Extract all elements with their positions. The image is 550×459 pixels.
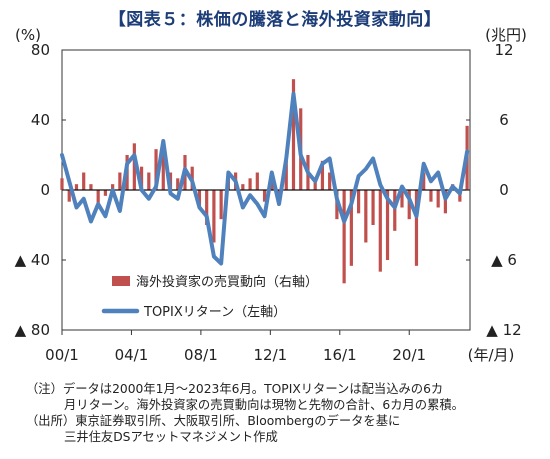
x-tick-label: 08/1 (184, 346, 218, 364)
chart-title: 【図表５：株価の騰落と海外投資家動向】 (108, 10, 442, 30)
topix-return-line (60, 91, 470, 266)
flow-bar (422, 172, 426, 190)
flow-bar (154, 149, 158, 190)
legend-line-label: TOPIXリターン（左軸） (143, 305, 286, 320)
x-axis-unit: (年/月) (468, 346, 515, 364)
flow-bar (60, 178, 64, 190)
flow-bar (414, 190, 419, 266)
bar-series (60, 79, 469, 284)
flow-bar (364, 190, 368, 243)
source-line-1: （出所）東京証券取引所、大阪取引所、Bloombergのデータを基に (26, 414, 401, 428)
flow-bar (284, 160, 288, 190)
flow-bar (436, 190, 440, 208)
flow-bar (443, 190, 447, 214)
left-tick-label: ▲ 80 (15, 321, 50, 339)
flow-bar (219, 190, 223, 220)
flow-bar (147, 172, 151, 190)
flow-bar (96, 190, 100, 208)
right-tick-label: ▲ 6 (491, 251, 517, 269)
flow-bar (429, 190, 433, 202)
flow-bar (357, 190, 361, 214)
chart-area: 80 40 0 ▲ 40 ▲ 80 12 6 0 ▲ 6 ▲ 12 00/1 04/1 08/1 12/1… (15, 26, 527, 364)
x-tick-label: 16/1 (323, 346, 357, 364)
left-axis-unit: (%) (15, 26, 41, 44)
flow-bar (241, 184, 245, 190)
right-tick-label: 0 (499, 181, 509, 199)
flow-bar (313, 178, 317, 190)
right-tick-label: ▲ 12 (486, 321, 521, 339)
source-line-2: 三井住友DSアセットマネジメント作成 (64, 430, 278, 444)
flow-bar (378, 190, 382, 272)
flow-bar (393, 190, 397, 231)
right-tick-label: 6 (499, 111, 509, 129)
x-tick-label: 12/1 (253, 346, 287, 364)
flow-bar (255, 172, 259, 190)
note-line-1: （注）データは2000年1月～2023年6月。TOPIXリターンは配当込みの6カ (26, 382, 444, 396)
flow-bar (291, 79, 296, 190)
x-tick-label: 20/1 (392, 346, 426, 364)
left-tick-label: 40 (31, 111, 50, 129)
flow-bar (212, 190, 216, 243)
flow-bar (407, 190, 411, 220)
legend-bar-swatch (112, 276, 130, 286)
left-tick-label: 80 (31, 41, 50, 59)
note-line-2: 月リターン。海外投資家の売買動向は現物と先物の合計、6カ月の累積。 (64, 398, 464, 412)
flow-bar (67, 190, 71, 202)
flow-bar (132, 143, 136, 190)
right-axis-unit: (兆円) (485, 26, 527, 44)
flow-bar (89, 184, 93, 190)
legend: 海外投資家の売買動向（右軸） TOPIXリターン（左軸） (101, 274, 318, 320)
legend-bar-label: 海外投資家の売買動向（右軸） (136, 274, 318, 290)
x-tick-label: 00/1 (45, 346, 79, 364)
flow-bar (161, 145, 165, 190)
flow-bar (371, 190, 375, 225)
flow-bar (111, 184, 115, 190)
flow-bar (139, 166, 144, 190)
flow-bar (342, 190, 346, 284)
flow-bar (197, 190, 202, 208)
left-tick-label: 0 (40, 181, 50, 199)
flow-bar (458, 190, 462, 202)
x-tick-label: 04/1 (115, 346, 149, 364)
flow-bar (248, 178, 252, 190)
flow-bar (176, 178, 180, 190)
flow-bar (400, 190, 404, 208)
flow-bar (205, 190, 209, 225)
flow-bar (349, 190, 353, 266)
flow-bar (320, 160, 325, 190)
flow-bar (118, 172, 122, 190)
notes: （注）データは2000年1月～2023年6月。TOPIXリターンは配当込みの6カ… (26, 381, 546, 445)
right-tick-label: 12 (494, 41, 513, 59)
line-series (60, 91, 470, 266)
flow-bar (385, 190, 390, 260)
flow-bar (103, 190, 107, 196)
flow-bar (262, 190, 267, 202)
flow-bar (328, 172, 332, 190)
flow-bar (74, 184, 79, 190)
left-tick-label: ▲ 40 (15, 251, 50, 269)
flow-bar (82, 172, 86, 190)
